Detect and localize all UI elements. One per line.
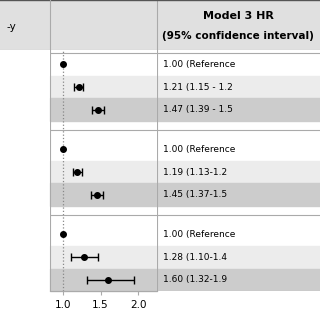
Bar bbox=[50, 246, 157, 268]
Text: (95% confidence interval): (95% confidence interval) bbox=[163, 31, 314, 41]
Bar bbox=[157, 138, 320, 161]
Bar bbox=[157, 246, 320, 268]
Bar bbox=[50, 268, 157, 291]
Text: Model 3 HR: Model 3 HR bbox=[203, 11, 274, 21]
Bar bbox=[157, 76, 320, 98]
Bar bbox=[50, 53, 157, 76]
Bar bbox=[157, 161, 320, 183]
Bar bbox=[157, 98, 320, 121]
Text: 1.19 (1.13-1.2: 1.19 (1.13-1.2 bbox=[163, 168, 228, 177]
Bar bbox=[50, 138, 157, 161]
Text: 1.00 (Reference: 1.00 (Reference bbox=[163, 60, 236, 69]
Text: 1.00 (Reference: 1.00 (Reference bbox=[163, 145, 236, 154]
Text: 1.47 (1.39 - 1.5: 1.47 (1.39 - 1.5 bbox=[163, 105, 233, 114]
Bar bbox=[50, 98, 157, 121]
Bar bbox=[50, 161, 157, 183]
Bar bbox=[157, 183, 320, 206]
Bar bbox=[157, 223, 320, 246]
Bar bbox=[50, 76, 157, 98]
Text: 1.21 (1.15 - 1.2: 1.21 (1.15 - 1.2 bbox=[163, 83, 233, 92]
Text: 1.28 (1.10-1.4: 1.28 (1.10-1.4 bbox=[163, 253, 227, 262]
Text: -y: -y bbox=[6, 22, 16, 32]
Bar bbox=[50, 183, 157, 206]
Bar bbox=[157, 268, 320, 291]
Text: 1.45 (1.37-1.5: 1.45 (1.37-1.5 bbox=[163, 190, 228, 199]
Text: 1.00 (Reference: 1.00 (Reference bbox=[163, 230, 236, 239]
Bar bbox=[157, 53, 320, 76]
Bar bbox=[50, 223, 157, 246]
Text: 1.60 (1.32-1.9: 1.60 (1.32-1.9 bbox=[163, 275, 228, 284]
